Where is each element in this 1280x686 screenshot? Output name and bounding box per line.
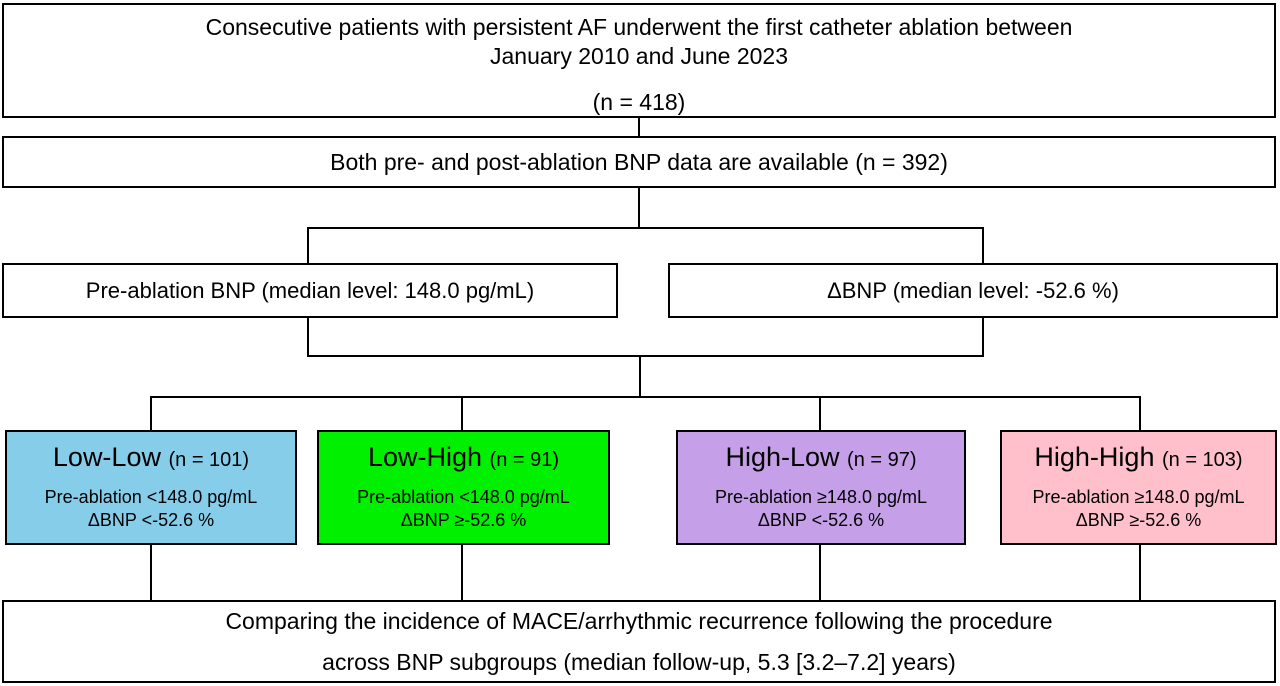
subgroup-criterion-2: ΔBNP ≥-52.6 % [1075, 510, 1202, 530]
outcome-line2: across BNP subgroups (median follow-up, … [322, 648, 956, 675]
connector-merge-down [639, 355, 641, 396]
connector-split-left [307, 227, 309, 263]
connector-low-high-to-outcome [461, 545, 463, 600]
subgroup-title: High-Low [725, 442, 840, 472]
connector-drop-low-high [461, 396, 463, 430]
subgroup-title: High-High [1034, 442, 1155, 472]
connector-drop-high-high [1139, 396, 1141, 430]
subgroup-criterion-1: Pre-ablation <148.0 pg/mL [357, 487, 570, 507]
connector-bnp-down [638, 188, 640, 227]
enrollment-line1: Consecutive patients with persistent AF … [205, 14, 1073, 40]
connector-low-low-to-outcome [150, 545, 152, 600]
connector-enrollment-to-bnp [638, 118, 640, 136]
outcome-box: Comparing the incidence of MACE/arrhythm… [2, 600, 1276, 683]
subgroup-box-low-high: Low-High (n = 91) Pre-ablation <148.0 pg… [317, 430, 610, 545]
subgroup-title: Low-High [367, 442, 483, 472]
subgroup-criterion-1: Pre-ablation ≥148.0 pg/mL [714, 487, 927, 507]
subgroup-box-low-low: Low-Low (n = 101) Pre-ablation <148.0 pg… [5, 430, 297, 545]
subgroup-title-row: High-High (n = 103) [1034, 441, 1242, 476]
connector-delta-down [982, 318, 984, 355]
bracket-split-four [150, 396, 1140, 398]
enrollment-count: (n = 418) [592, 89, 686, 115]
connector-high-low-to-outcome [819, 545, 821, 600]
subgroup-box-high-high: High-High (n = 103) Pre-ablation ≥148.0 … [1000, 430, 1277, 545]
delta-bnp-box: ΔBNP (median level: -52.6 %) [668, 263, 1278, 318]
enrollment-line2: January 2010 and June 2023 [490, 43, 788, 69]
subgroup-count: (n = 91) [489, 449, 560, 471]
subgroup-title-row: Low-Low (n = 101) [53, 441, 249, 476]
subgroup-count: (n = 101) [168, 449, 250, 471]
subgroup-box-high-low: High-Low (n = 97) Pre-ablation ≥148.0 pg… [676, 430, 966, 545]
pre-ablation-bnp-text: Pre-ablation BNP (median level: 148.0 pg… [85, 277, 535, 303]
subgroup-title: Low-Low [52, 442, 161, 472]
connector-pre-ablation-down [307, 318, 309, 355]
bnp-available-box: Both pre- and post-ablation BNP data are… [2, 136, 1276, 188]
subgroup-criterion-1: Pre-ablation <148.0 pg/mL [44, 487, 258, 507]
connector-split-right [982, 227, 984, 263]
subgroup-count: (n = 97) [847, 449, 917, 471]
subgroup-title-row: Low-High (n = 91) [368, 441, 559, 476]
subgroup-count: (n = 103) [1161, 449, 1243, 471]
subgroup-criterion-1: Pre-ablation ≥148.0 pg/mL [1032, 487, 1245, 507]
outcome-line1: Comparing the incidence of MACE/arrhythm… [225, 607, 1053, 634]
subgroup-title-row: High-Low (n = 97) [725, 441, 916, 476]
enrollment-box: Consecutive patients with persistent AF … [2, 3, 1276, 118]
subgroup-criterion-2: ΔBNP <-52.6 % [87, 510, 215, 530]
connector-high-high-to-outcome [1139, 545, 1141, 600]
connector-drop-low-low [150, 396, 152, 430]
delta-bnp-text: ΔBNP (median level: -52.6 %) [827, 277, 1119, 303]
subgroup-criterion-2: ΔBNP ≥-52.6 % [400, 510, 527, 530]
connector-drop-high-low [819, 396, 821, 430]
bracket-merge [307, 355, 984, 357]
bnp-available-text: Both pre- and post-ablation BNP data are… [330, 148, 948, 175]
bracket-split-two [307, 227, 984, 229]
subgroup-criterion-2: ΔBNP <-52.6 % [757, 510, 885, 530]
pre-ablation-bnp-box: Pre-ablation BNP (median level: 148.0 pg… [2, 263, 618, 318]
